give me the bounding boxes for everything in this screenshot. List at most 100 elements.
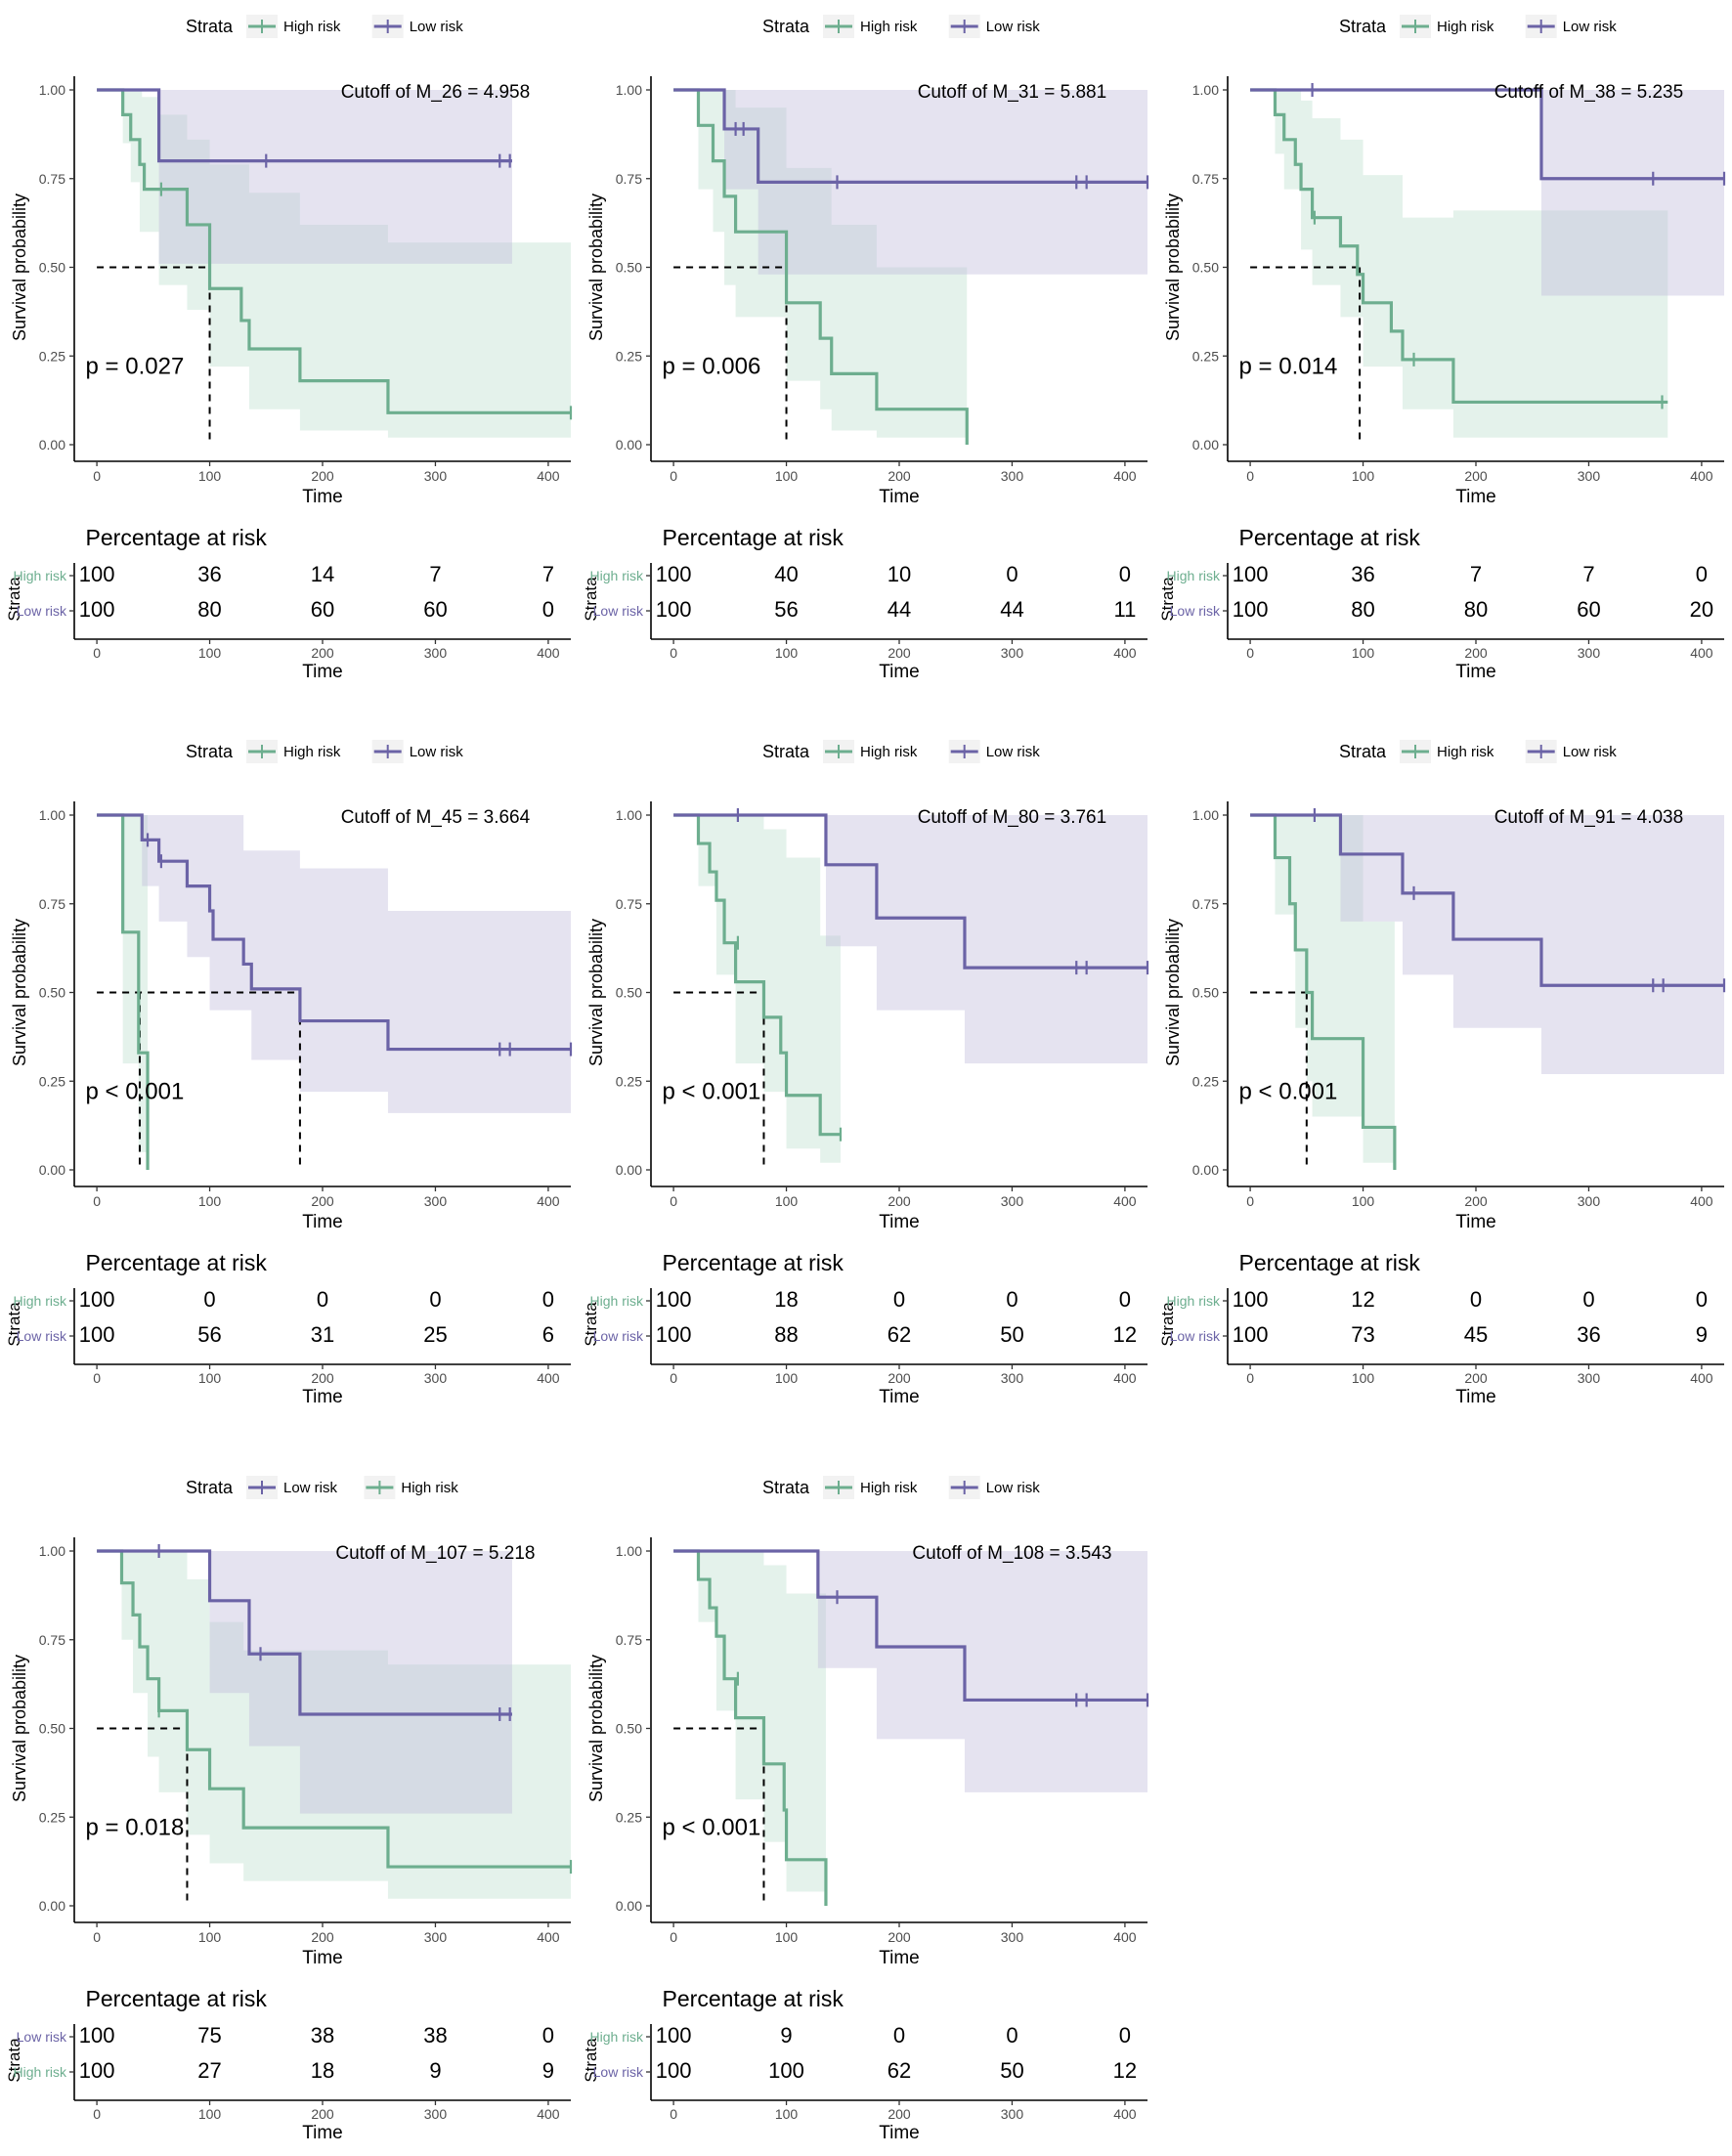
legend-label-low: Low risk — [986, 1480, 1041, 1496]
risk-table-x-tick-label: 200 — [888, 1370, 911, 1386]
risk-table-x-tick-label: 0 — [670, 1370, 677, 1386]
legend-title: Strata — [1339, 742, 1387, 761]
survival-curve-low — [673, 88, 1147, 184]
risk-table-x-label: Time — [879, 1387, 920, 1407]
risk-table-cell: 0 — [1470, 1287, 1482, 1312]
risk-table-row-label: High risk — [1167, 1293, 1221, 1309]
legend-label-high: High risk — [860, 19, 918, 35]
cutoff-annotation: Cutoff of M_38 = 5.235 — [1494, 82, 1683, 103]
risk-table-cell: 44 — [888, 597, 911, 622]
risk-table-x-tick-label: 400 — [1113, 645, 1137, 661]
x-tick-label: 300 — [1001, 468, 1024, 484]
y-tick-label: 0.00 — [616, 1898, 642, 1914]
risk-table-cell: 0 — [1006, 2023, 1018, 2048]
risk-table-x-tick-label: 100 — [198, 2106, 222, 2122]
x-tick-label: 100 — [1352, 1193, 1375, 1209]
legend-label-high: High risk — [1437, 19, 1494, 35]
x-axis-label: Time — [302, 1212, 343, 1232]
risk-table-cell: 31 — [311, 1322, 334, 1347]
survival-curve-high — [673, 1549, 828, 1906]
x-axis-label: Time — [302, 1948, 343, 1968]
y-tick-label: 0.25 — [616, 1809, 642, 1825]
y-tick-label: 0.50 — [1192, 985, 1219, 1001]
legend: Strata High risk Low risk — [1339, 740, 1617, 763]
risk-table-x-tick-label: 0 — [1246, 645, 1254, 661]
risk-table-cell: 100 — [1233, 562, 1269, 586]
y-tick-label: 0.75 — [1192, 896, 1219, 912]
legend: Strata High risk Low risk — [186, 740, 463, 763]
legend-label-low: Low risk — [986, 744, 1041, 760]
p-value-annotation: p < 0.001 — [86, 1078, 185, 1104]
km-panel-m-91: Strata High risk Low risk0.000.250.500.751… — [1158, 740, 1726, 1407]
x-tick-label: 300 — [1001, 1193, 1024, 1209]
risk-table-cell: 60 — [1577, 597, 1600, 622]
p-value-annotation: p = 0.014 — [1239, 353, 1338, 379]
risk-table-x-tick-label: 400 — [1113, 2106, 1137, 2122]
y-tick-label: 0.75 — [39, 171, 65, 187]
risk-table-cell: 88 — [774, 1322, 798, 1347]
risk-table-cell: 38 — [311, 2023, 334, 2048]
risk-table-cell: 0 — [429, 1287, 441, 1312]
y-tick-label: 1.00 — [39, 1543, 65, 1559]
y-tick-label: 0.00 — [616, 1162, 642, 1178]
legend-label-high: High risk — [401, 1480, 458, 1496]
y-tick-label: 0.75 — [616, 896, 642, 912]
x-tick-label: 0 — [1246, 468, 1254, 484]
risk-table-cell: 0 — [203, 1287, 215, 1312]
x-tick-label: 300 — [1578, 468, 1601, 484]
legend-title: Strata — [762, 1478, 810, 1497]
y-axis-label: Survival probability — [1163, 919, 1183, 1066]
y-tick-label: 0.25 — [39, 348, 65, 364]
ci-band-high — [97, 90, 571, 438]
risk-table-cell: 20 — [1690, 597, 1713, 622]
risk-table-cell: 0 — [1696, 562, 1708, 586]
x-tick-label: 300 — [424, 468, 448, 484]
risk-table-row-label: High risk — [590, 2029, 644, 2045]
x-tick-label: 400 — [537, 1193, 560, 1209]
risk-table-cell: 0 — [1696, 1287, 1708, 1312]
ci-band-high — [97, 815, 149, 1152]
risk-table-x-tick-label: 200 — [311, 645, 334, 661]
risk-table-cell: 0 — [542, 2023, 554, 2048]
risk-table-cell: 100 — [656, 1322, 692, 1347]
cutoff-annotation: Cutoff of M_91 = 4.038 — [1494, 807, 1683, 828]
km-panel-m-31: Strata High risk Low risk0.000.250.500.751… — [582, 15, 1149, 682]
survival-curve-high — [673, 88, 969, 445]
risk-table-cell: 60 — [311, 597, 334, 622]
x-tick-label: 300 — [1578, 1193, 1601, 1209]
risk-table-cell: 11 — [1113, 597, 1136, 622]
risk-table-cell: 14 — [311, 562, 334, 586]
legend-label-low: Low risk — [283, 1480, 338, 1496]
x-tick-label: 200 — [888, 468, 911, 484]
cutoff-annotation: Cutoff of M_107 = 5.218 — [335, 1543, 535, 1564]
cutoff-annotation: Cutoff of M_26 = 4.958 — [341, 82, 530, 103]
p-value-annotation: p < 0.001 — [1239, 1078, 1338, 1104]
risk-table-row-label: High risk — [1167, 568, 1221, 583]
y-tick-label: 0.75 — [39, 896, 65, 912]
risk-table-cell: 36 — [1577, 1322, 1600, 1347]
risk-table-cell: 0 — [893, 2023, 905, 2048]
risk-table-cell: 0 — [317, 1287, 328, 1312]
risk-table-cell: 27 — [197, 2058, 221, 2083]
risk-table-row-label: Low risk — [1170, 1328, 1221, 1344]
km-panel-m-80: Strata High risk Low risk0.000.250.500.751… — [582, 740, 1149, 1407]
cutoff-annotation: Cutoff of M_31 = 5.881 — [918, 82, 1106, 103]
risk-table-row-label: High risk — [590, 568, 644, 583]
legend: Strata Low risk High risk — [186, 1476, 458, 1499]
ci-band-low — [97, 815, 571, 1113]
ci-band-low — [673, 815, 1147, 1064]
risk-table-x-tick-label: 0 — [670, 645, 677, 661]
y-axis-label: Survival probability — [10, 1655, 29, 1802]
x-tick-label: 0 — [93, 468, 101, 484]
risk-table-x-tick-label: 0 — [93, 2106, 101, 2122]
km-panel-m-38: Strata High risk Low risk0.000.250.500.751… — [1158, 15, 1726, 682]
y-tick-label: 0.75 — [616, 1632, 642, 1648]
x-axis-label: Time — [879, 1948, 920, 1968]
survival-curve-low — [97, 813, 571, 1052]
legend: Strata High risk Low risk — [762, 740, 1040, 763]
risk-table-x-tick-label: 300 — [1001, 645, 1024, 661]
ci-band-low — [97, 1551, 512, 1814]
legend-label-low: Low risk — [410, 19, 464, 35]
